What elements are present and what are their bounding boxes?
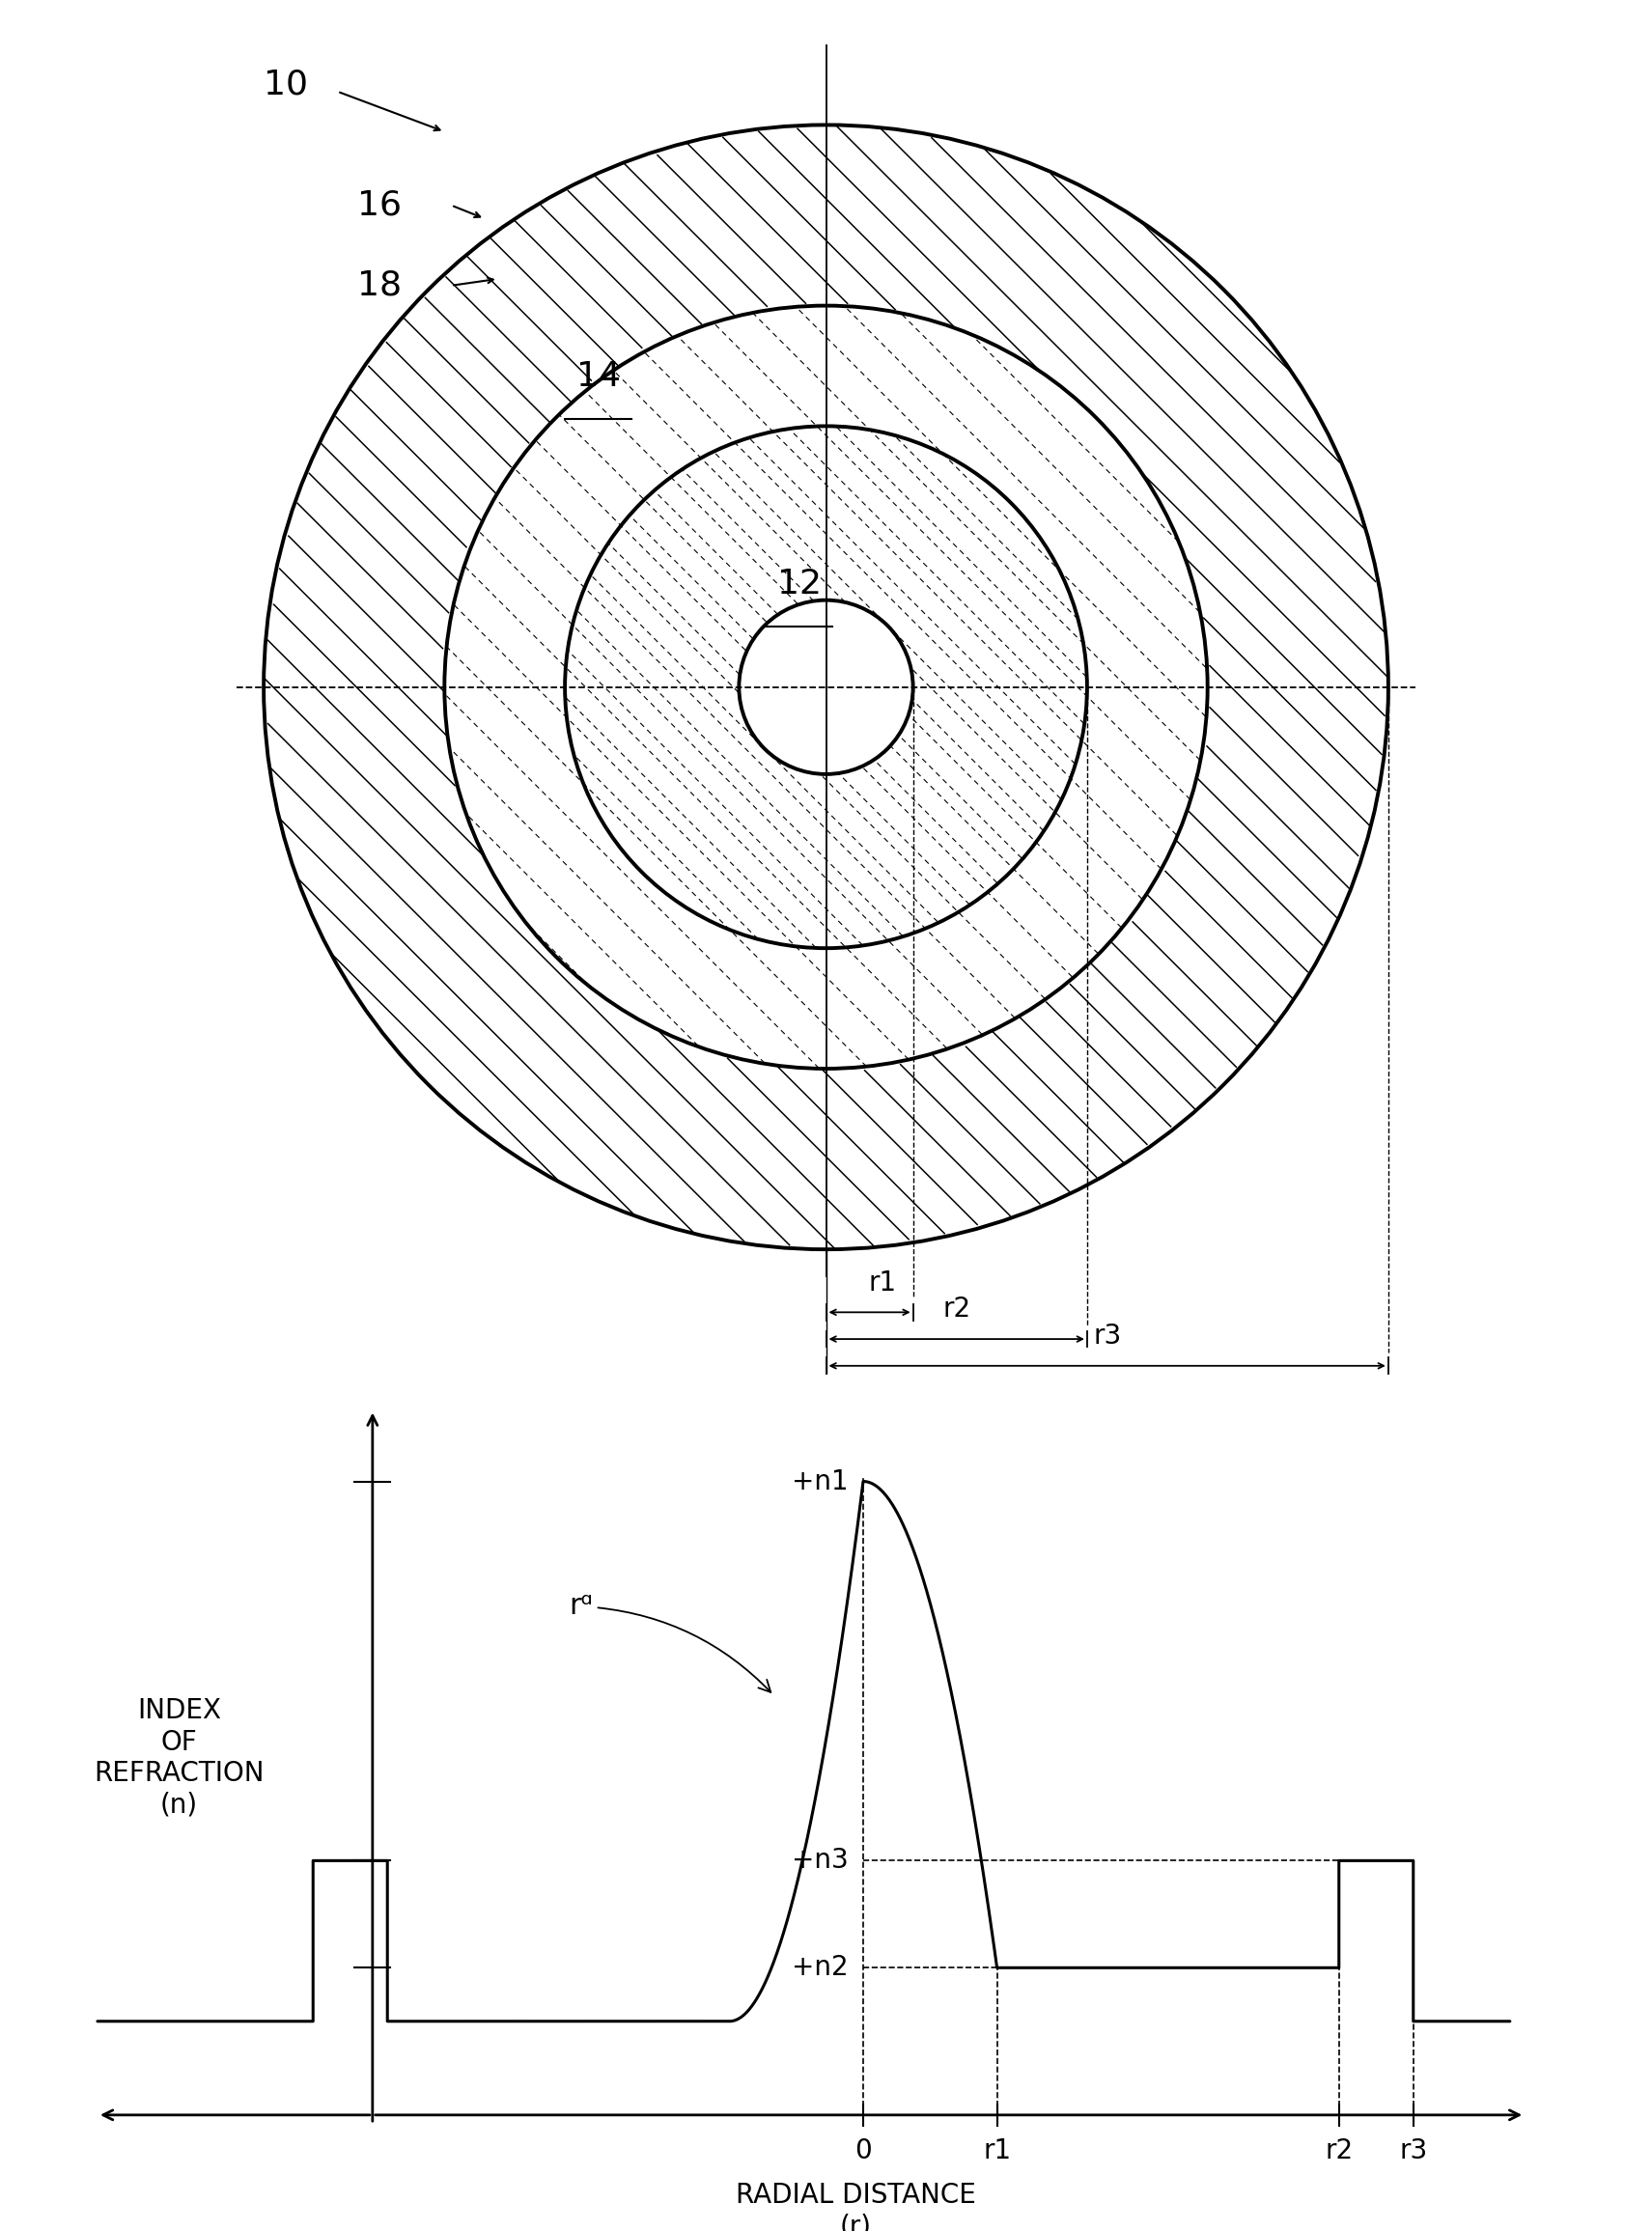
Text: r2: r2 xyxy=(1325,2137,1353,2164)
Text: 16: 16 xyxy=(357,190,401,221)
Circle shape xyxy=(264,125,1388,1249)
Text: 10: 10 xyxy=(264,69,309,100)
Text: r1: r1 xyxy=(983,2137,1011,2164)
Text: (r): (r) xyxy=(839,2213,872,2231)
Text: +n1: +n1 xyxy=(791,1468,849,1495)
Text: r3: r3 xyxy=(1094,1323,1122,1350)
Text: 0: 0 xyxy=(854,2137,872,2164)
Text: 12: 12 xyxy=(776,567,821,600)
Text: r2: r2 xyxy=(943,1296,971,1323)
Text: +n3: +n3 xyxy=(791,1847,849,1874)
Text: r3: r3 xyxy=(1399,2137,1427,2164)
Text: 14: 14 xyxy=(577,359,621,393)
Text: INDEX
OF
REFRACTION
(n): INDEX OF REFRACTION (n) xyxy=(94,1698,264,1818)
Text: r1: r1 xyxy=(869,1269,897,1296)
Circle shape xyxy=(444,306,1208,1069)
Text: RADIAL DISTANCE: RADIAL DISTANCE xyxy=(735,2182,976,2209)
Text: rᵅ: rᵅ xyxy=(568,1593,771,1693)
Circle shape xyxy=(565,426,1087,948)
Text: +n2: +n2 xyxy=(791,1954,849,1981)
Text: 18: 18 xyxy=(357,270,401,301)
Circle shape xyxy=(738,600,914,774)
